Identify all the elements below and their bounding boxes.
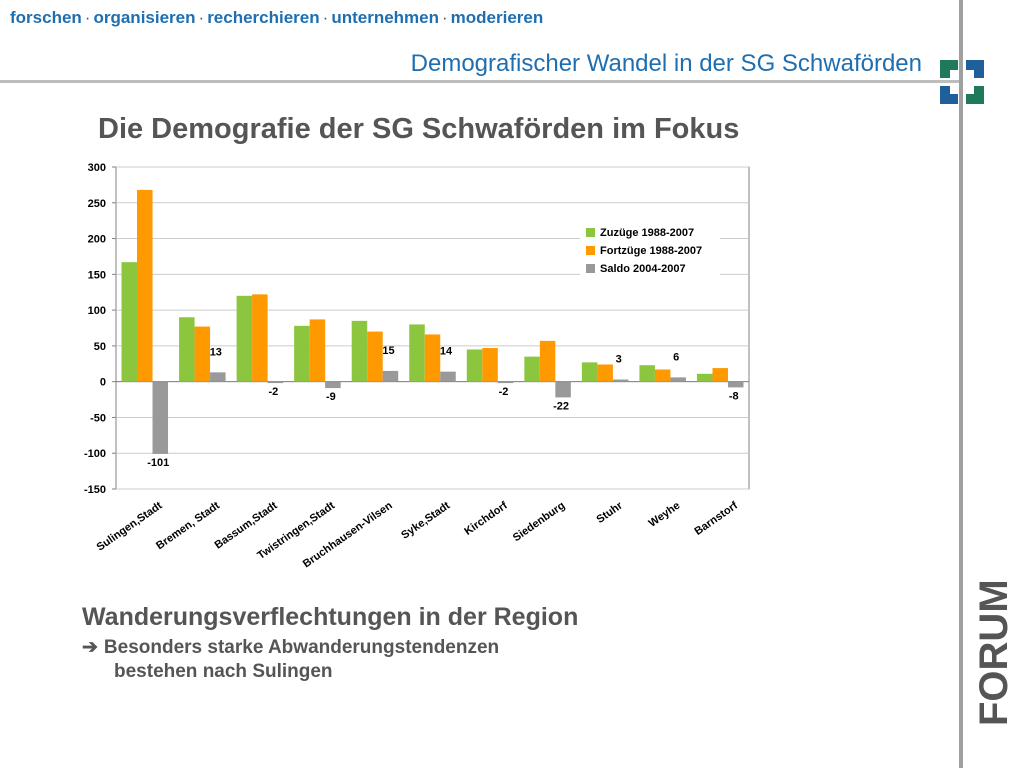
y-tick-label: 50 (94, 341, 106, 353)
x-tick-label: Siedenburg (511, 500, 567, 545)
y-tick-label: 300 (88, 162, 106, 174)
data-label: -101 (147, 457, 169, 469)
tagline-word: unternehmen (331, 8, 439, 27)
bar (121, 262, 138, 382)
data-label: 15 (382, 345, 394, 357)
x-tick-label: Weyhe (647, 500, 683, 530)
bar (440, 371, 456, 382)
y-tick-label: -100 (84, 448, 106, 460)
tagline-word: moderieren (450, 8, 544, 27)
bar (367, 331, 383, 382)
legend-swatch (586, 264, 595, 273)
data-label: -2 (499, 386, 509, 398)
header-title: Demografischer Wandel in der SG Schwaför… (410, 50, 922, 77)
bar (294, 325, 310, 382)
legend-label: Saldo 2004-2007 (600, 263, 686, 275)
text-block: Wanderungsverflechtungen in der Region ➔… (82, 603, 578, 684)
bar (236, 295, 253, 382)
x-tick-label: Bremen, Stadt (154, 499, 222, 552)
bar (670, 377, 686, 382)
legend-label: Fortzüge 1988-2007 (600, 245, 702, 257)
bar (581, 362, 598, 382)
bar (696, 373, 713, 382)
bar (152, 381, 169, 454)
bar (137, 189, 153, 382)
bar (727, 381, 744, 388)
tagline-separator: · (442, 8, 448, 27)
legend-box (580, 223, 720, 281)
y-tick-label: 150 (88, 269, 106, 281)
slide-title: Die Demografie der SG Schwaförden im Fok… (98, 113, 740, 145)
y-tick-label: 0 (100, 377, 106, 389)
forum-logo-icon (940, 60, 984, 104)
bullet-point: ➔ Besonders starke Abwanderungstendenzen … (82, 636, 578, 684)
bar (597, 364, 613, 382)
x-tick-label: Stuhr (594, 499, 625, 526)
bullet-line-2: bestehen nach Sulingen (114, 661, 333, 682)
data-label: -2 (268, 386, 278, 398)
data-label: -8 (729, 390, 739, 402)
bullet-line-1: Besonders starke Abwanderungstendenzen (103, 637, 500, 658)
data-label: 3 (616, 354, 622, 366)
y-tick-label: 100 (88, 305, 106, 317)
bar (712, 368, 728, 382)
bar (654, 369, 671, 382)
section-heading: Wanderungsverflechtungen in der Region (82, 603, 579, 631)
y-tick-label: 250 (88, 198, 106, 210)
bar (524, 356, 540, 382)
bar (639, 365, 655, 382)
bar (555, 381, 571, 398)
forum-wordmark: FORUM (972, 579, 1014, 726)
tagline: forschen · organisieren · recherchieren · unte… (10, 8, 543, 28)
y-tick-label: -50 (90, 412, 106, 424)
bar (497, 381, 514, 384)
bar (309, 319, 326, 382)
header-divider (0, 80, 960, 83)
tagline-word: organisieren (93, 8, 196, 27)
y-tick-label: -150 (84, 484, 106, 496)
data-label: -22 (553, 400, 569, 412)
data-label: 6 (673, 351, 679, 363)
bar (539, 340, 556, 382)
bar (210, 372, 226, 382)
x-tick-label: Sulingen,Stadt (95, 499, 165, 553)
x-tick-label: Barnstorf (693, 499, 741, 537)
bar (194, 326, 211, 382)
tagline-separator: · (198, 8, 205, 27)
legend-swatch (586, 246, 595, 255)
bar (466, 349, 483, 382)
tagline-word: recherchieren (207, 8, 320, 27)
plot-area (115, 166, 750, 490)
bar (267, 381, 284, 384)
forum-wordmark-text: FORUM (972, 579, 1014, 726)
tagline-separator: · (84, 8, 91, 27)
bar (424, 334, 441, 382)
legend-label: Zuzüge 1988-2007 (600, 227, 694, 239)
bar (351, 320, 368, 382)
bar (382, 370, 399, 382)
right-arrow-icon: ➔ (82, 637, 98, 658)
x-tick-label: Syke,Stadt (399, 499, 452, 541)
bar (482, 348, 498, 382)
legend-swatch (586, 228, 595, 237)
y-tick-label: 200 (88, 234, 106, 246)
vertical-divider (959, 0, 963, 768)
tagline-separator: · (322, 8, 329, 27)
data-label: -9 (326, 391, 336, 403)
data-label: 14 (440, 346, 453, 358)
bar (179, 317, 195, 382)
bar (409, 324, 425, 382)
bar-chart: -150 -100 -50 0 50 100 150 200 250 300 -101 Sulinge… (84, 162, 750, 570)
tagline-word: forschen (10, 8, 82, 27)
bar (612, 379, 629, 382)
bar (252, 294, 268, 382)
data-label: 13 (210, 346, 222, 358)
x-tick-label: Kirchdorf (462, 499, 510, 537)
bar (325, 381, 341, 389)
